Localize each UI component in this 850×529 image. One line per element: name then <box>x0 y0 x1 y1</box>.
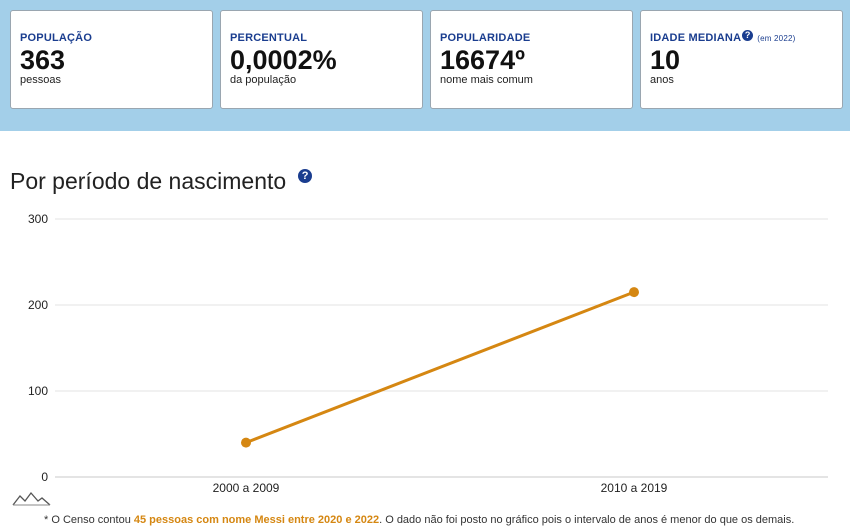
data-point <box>241 437 251 448</box>
stat-note: (em 2022) <box>757 33 796 43</box>
y-tick-label: 100 <box>28 384 48 398</box>
stat-sub: nome mais comum <box>440 74 533 86</box>
y-tick-label: 300 <box>28 212 48 226</box>
footnote-text-before: O Censo contou <box>48 514 134 526</box>
stat-label: POPULARIDADE <box>440 32 531 44</box>
data-point <box>629 287 639 298</box>
stat-card-percent: PERCENTUAL 0,0002% da população <box>220 10 423 109</box>
stat-card-popularity: POPULARIDADE 16674º nome mais comum <box>430 10 633 109</box>
stat-label: PERCENTUAL <box>230 32 308 44</box>
stat-value: 10 <box>650 45 681 75</box>
help-circle-icon[interactable]: ? <box>742 29 754 41</box>
stat-value: 16674º <box>440 45 525 75</box>
footnote-highlight: 45 pessoas com nome Messi entre 2020 e 2… <box>133 514 380 526</box>
mountain-logo-icon <box>12 491 51 506</box>
stat-sub: anos <box>650 74 674 86</box>
stat-value: 363 <box>20 45 66 75</box>
series-line <box>244 290 636 445</box>
y-tick-label: 200 <box>28 298 48 312</box>
stat-card-population: POPULAÇÃO 363 pessoas <box>10 10 213 109</box>
stat-card-median-age: IDADE MEDIANA ? (em 2022) 10 anos <box>640 10 843 109</box>
stats-band: POPULAÇÃO 363 pessoas PERCENTUAL 0,0002%… <box>0 0 850 131</box>
section-title: Por período de nascimento ? <box>10 168 313 195</box>
birth-period-line-chart: 0 100 200 300 2000 a 2009 2010 a 2019 <box>28 212 828 495</box>
y-tick-label: 0 <box>41 470 48 484</box>
stat-sub: da população <box>230 74 297 86</box>
footnote: * O Censo contou 45 pessoas com nome Mes… <box>44 514 794 526</box>
stat-label: POPULAÇÃO <box>20 32 93 44</box>
section-title-text: Por período de nascimento <box>10 168 287 194</box>
footnote-mark: * <box>44 514 49 526</box>
stat-value: 0,0002% <box>230 45 337 75</box>
footnote-text-after: . O dado não foi posto no gráfico pois o… <box>379 514 795 526</box>
x-tick-label: 2000 a 2009 <box>213 481 280 495</box>
x-tick-label: 2010 a 2019 <box>601 481 668 495</box>
stat-label: IDADE MEDIANA <box>650 32 742 44</box>
stat-sub: pessoas <box>20 74 61 86</box>
help-circle-icon[interactable]: ? <box>298 168 313 183</box>
stat-label-row: IDADE MEDIANA ? (em 2022) <box>650 29 842 45</box>
